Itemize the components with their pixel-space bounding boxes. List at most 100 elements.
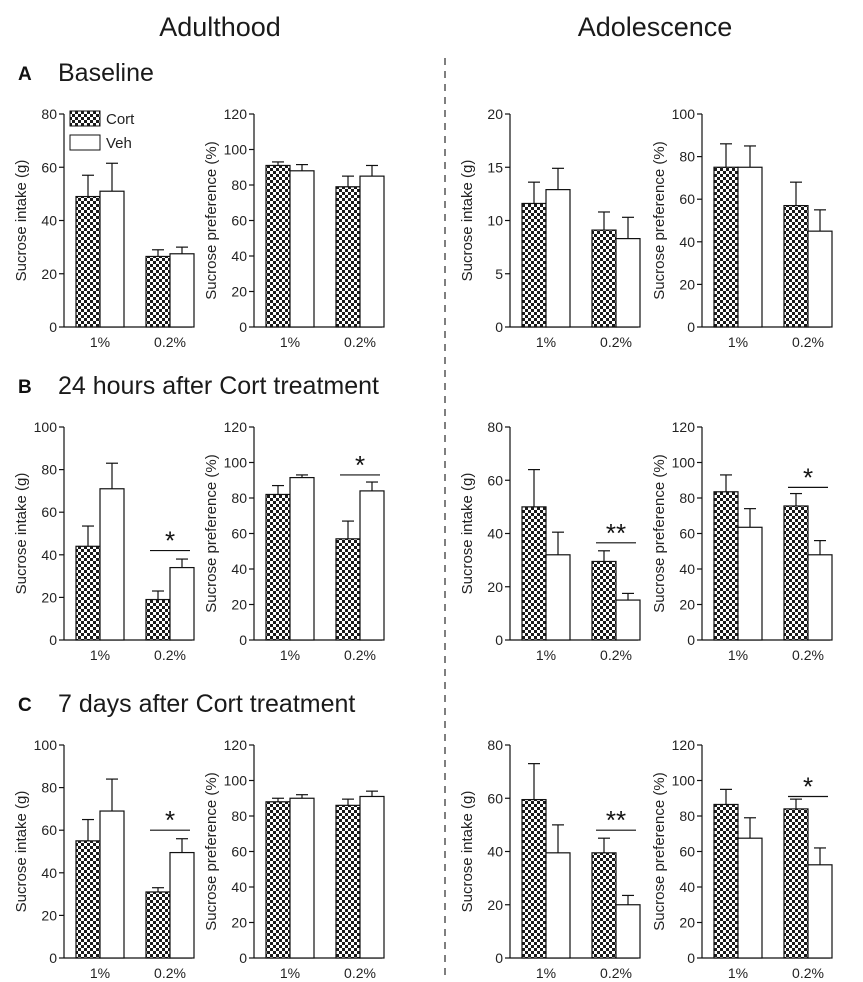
chart-panel-c-4: 0 20 40 60 80 100 120 Sucrose preference (%) 1% 0… bbox=[651, 737, 833, 981]
y-tick-label: 20 bbox=[231, 915, 247, 931]
x-tick-label: 1% bbox=[728, 334, 748, 350]
bar-veh bbox=[289, 170, 315, 328]
bar-cort bbox=[335, 186, 361, 328]
bar-cort bbox=[521, 798, 547, 959]
y-tick-label: 60 bbox=[231, 526, 247, 542]
y-axis-title: Sucrose preference (%) bbox=[651, 454, 668, 612]
bar-veh bbox=[737, 166, 763, 328]
legend-label-veh: Veh bbox=[106, 135, 132, 152]
y-tick-label: 20 bbox=[41, 907, 57, 923]
y-tick-label: 20 bbox=[41, 266, 57, 282]
bar-veh bbox=[737, 837, 763, 959]
x-tick-label: 0.2% bbox=[154, 334, 186, 350]
bar-cort bbox=[591, 560, 617, 641]
y-tick-label: 120 bbox=[672, 737, 696, 753]
bar-veh bbox=[359, 175, 385, 328]
y-axis-title: Sucrose preference (%) bbox=[651, 772, 668, 930]
y-tick-label: 120 bbox=[224, 106, 248, 122]
y-tick-label: 120 bbox=[224, 737, 248, 753]
row-letter-b: B bbox=[18, 377, 32, 398]
y-axis-title: Sucrose preference (%) bbox=[203, 141, 220, 299]
chart-panel-c-1: 0 20 40 60 80 100 Sucrose intake (g) 1% 0.2% * bbox=[13, 737, 195, 981]
y-tick-label: 100 bbox=[224, 455, 248, 471]
y-tick-label: 80 bbox=[41, 462, 57, 478]
y-tick-label: 100 bbox=[672, 106, 696, 122]
y-tick-label: 0 bbox=[687, 632, 695, 648]
legend-swatch-veh bbox=[69, 134, 101, 151]
chart-panel-b-1: 0 20 40 60 80 100 Sucrose intake (g) 1% 0.2% * bbox=[13, 419, 195, 663]
bar-cort bbox=[521, 202, 547, 328]
y-tick-label: 100 bbox=[224, 142, 248, 158]
bar-cort bbox=[591, 852, 617, 959]
y-tick-label: 40 bbox=[231, 561, 247, 577]
significance-marker: ** bbox=[606, 805, 626, 835]
chart-panels: 0 20 40 60 80 Sucrose intake (g) 1% 0.2% 0 20 40 60… bbox=[13, 106, 833, 981]
bar-veh bbox=[545, 852, 571, 959]
y-tick-label: 40 bbox=[41, 865, 57, 881]
y-tick-label: 10 bbox=[487, 213, 503, 229]
bar-cort bbox=[75, 545, 101, 641]
significance-marker: * bbox=[165, 526, 175, 556]
y-tick-label: 20 bbox=[487, 106, 503, 122]
y-tick-label: 100 bbox=[224, 773, 248, 789]
significance-marker: ** bbox=[606, 518, 626, 548]
bar-veh bbox=[359, 490, 385, 641]
x-tick-label: 1% bbox=[728, 965, 748, 981]
bar-veh bbox=[615, 599, 641, 641]
bar-veh bbox=[99, 810, 125, 959]
bar-cort bbox=[265, 164, 291, 328]
bar-cort bbox=[783, 204, 809, 328]
y-tick-label: 20 bbox=[231, 284, 247, 300]
y-tick-label: 80 bbox=[231, 490, 247, 506]
y-tick-label: 20 bbox=[231, 597, 247, 613]
bar-cort bbox=[713, 166, 739, 328]
y-tick-label: 80 bbox=[41, 106, 57, 122]
y-tick-label: 0 bbox=[687, 319, 695, 335]
bar-veh bbox=[169, 851, 195, 959]
y-tick-label: 20 bbox=[487, 579, 503, 595]
legend-label-cort: Cort bbox=[106, 111, 135, 128]
y-tick-label: 20 bbox=[679, 276, 695, 292]
chart-panel-b-3: 0 20 40 60 80 Sucrose intake (g) 1% 0.2% ** bbox=[459, 419, 641, 663]
significance-marker: * bbox=[803, 462, 813, 492]
bar-cort bbox=[265, 801, 291, 959]
bar-veh bbox=[807, 554, 833, 641]
bar-veh bbox=[807, 864, 833, 959]
y-tick-label: 40 bbox=[41, 213, 57, 229]
x-tick-label: 1% bbox=[280, 965, 300, 981]
bar-cort bbox=[75, 195, 101, 328]
chart-panel-c-2: 0 20 40 60 80 100 120 Sucrose preference (%) 1% 0… bbox=[203, 737, 385, 981]
y-axis-title: Sucrose intake (g) bbox=[459, 473, 476, 595]
y-tick-label: 80 bbox=[679, 490, 695, 506]
y-axis-title: Sucrose preference (%) bbox=[651, 141, 668, 299]
y-axis-title: Sucrose intake (g) bbox=[13, 160, 30, 282]
y-tick-label: 40 bbox=[679, 234, 695, 250]
y-tick-label: 0 bbox=[495, 319, 503, 335]
y-tick-label: 0 bbox=[687, 950, 695, 966]
y-tick-label: 60 bbox=[231, 213, 247, 229]
bar-veh bbox=[99, 488, 125, 641]
y-tick-label: 20 bbox=[41, 589, 57, 605]
bar-cort bbox=[145, 255, 171, 328]
y-tick-label: 0 bbox=[239, 632, 247, 648]
y-axis-title: Sucrose preference (%) bbox=[203, 772, 220, 930]
bar-cort bbox=[783, 505, 809, 641]
y-tick-label: 80 bbox=[231, 808, 247, 824]
bar-cort bbox=[335, 804, 361, 959]
y-tick-label: 40 bbox=[487, 526, 503, 542]
y-tick-label: 60 bbox=[487, 472, 503, 488]
chart-panel-b-4: 0 20 40 60 80 100 120 Sucrose preference (%) 1% 0… bbox=[651, 419, 833, 663]
x-tick-label: 0.2% bbox=[600, 334, 632, 350]
y-axis-title: Sucrose preference (%) bbox=[203, 454, 220, 612]
y-tick-label: 80 bbox=[487, 419, 503, 435]
x-tick-label: 1% bbox=[536, 965, 556, 981]
x-tick-label: 1% bbox=[90, 334, 110, 350]
y-tick-label: 80 bbox=[679, 808, 695, 824]
y-tick-label: 0 bbox=[495, 632, 503, 648]
bar-cort bbox=[145, 891, 171, 959]
bar-veh bbox=[545, 554, 571, 641]
bar-cort bbox=[75, 840, 101, 959]
chart-panel-a-1: 0 20 40 60 80 Sucrose intake (g) 1% 0.2% bbox=[13, 106, 195, 350]
y-tick-label: 5 bbox=[495, 266, 503, 282]
